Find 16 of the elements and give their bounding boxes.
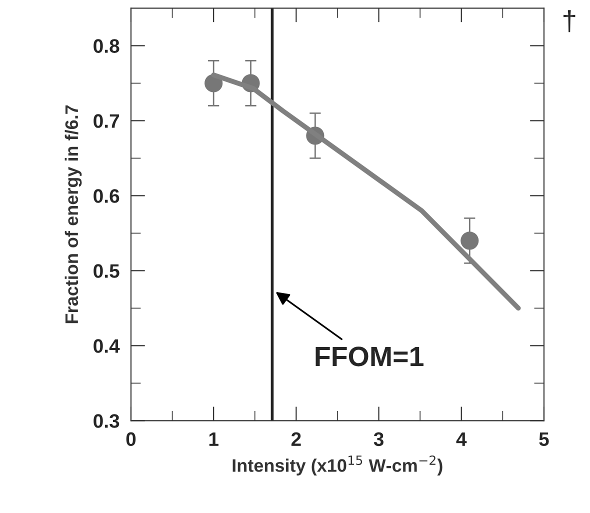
text: † bbox=[563, 10, 576, 32]
x-tick-label: 4 bbox=[456, 432, 467, 446]
x-tick-label: 5 bbox=[539, 432, 549, 446]
x-tick-label: 0 bbox=[126, 432, 136, 446]
x-axis-title: Intensity (x10$^{15}$ W-cm$^{−2}$) bbox=[232, 455, 442, 476]
annotation: FFOM=1 bbox=[316, 346, 424, 366]
y-tick-label: 0.5 bbox=[94, 264, 120, 278]
x-tick-label: 1 bbox=[209, 432, 218, 446]
x-tick-label: 2 bbox=[291, 432, 301, 446]
y-tick-label: 0.4 bbox=[94, 339, 120, 353]
x-tick-label: 3 bbox=[374, 432, 384, 446]
y-tick-label: 0.7 bbox=[94, 114, 120, 128]
y-tick-label: 0.6 bbox=[94, 189, 120, 203]
y-tick-label: 0.8 bbox=[94, 39, 120, 53]
y-axis-title: Fraction of energy in f/6.7 bbox=[64, 105, 82, 324]
y-tick-label: 0.3 bbox=[94, 414, 120, 428]
